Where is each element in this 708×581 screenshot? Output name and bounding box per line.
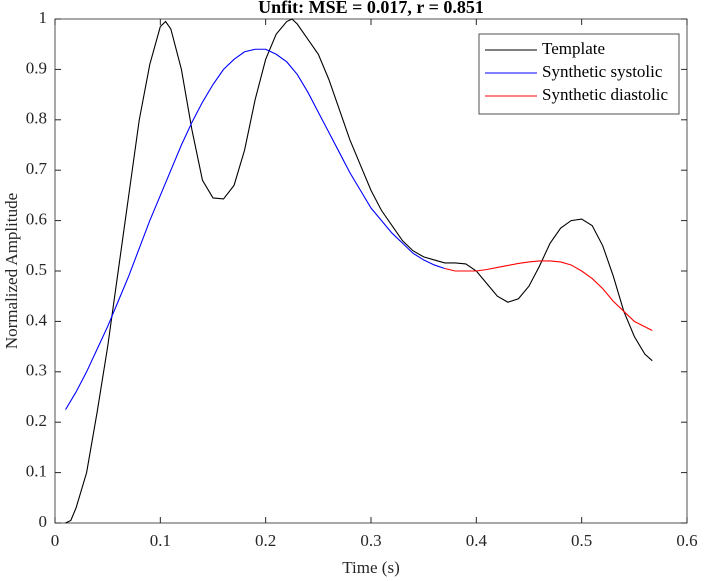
legend-label: Template [542,39,605,58]
x-tick-label: 0.4 [466,531,488,550]
y-tick-label: 0.3 [26,361,47,380]
legend-label: Synthetic diastolic [542,85,669,104]
legend-label: Synthetic systolic [542,62,663,81]
y-tick-label: 0.7 [26,159,48,178]
y-tick-label: 0.8 [26,109,47,128]
chart-title: Unfit: MSE = 0.017, r = 0.851 [258,0,484,17]
y-tick-label: 0.9 [26,58,47,77]
x-tick-label: 0.6 [676,531,697,550]
line-series [65,48,445,410]
x-tick-label: 0.5 [571,531,592,550]
x-tick-label: 0.2 [255,531,276,550]
y-axis-label: Normalized Amplitude [2,193,21,349]
line-series [444,260,653,331]
x-tick-label: 0.1 [150,531,171,550]
line-series [65,18,653,524]
y-tick-label: 0 [39,512,48,531]
y-tick-label: 0.5 [26,260,47,279]
y-tick-label: 0.4 [26,310,48,329]
x-tick-label: 0.3 [360,531,381,550]
y-tick-label: 0.1 [26,462,47,481]
y-tick-label: 0.6 [26,210,47,229]
x-axis-label: Time (s) [342,558,399,577]
x-tick-label: 0 [51,531,60,550]
legend-box [478,33,680,115]
y-tick-label: 0.2 [26,411,47,430]
y-tick-label: 1 [39,8,48,27]
